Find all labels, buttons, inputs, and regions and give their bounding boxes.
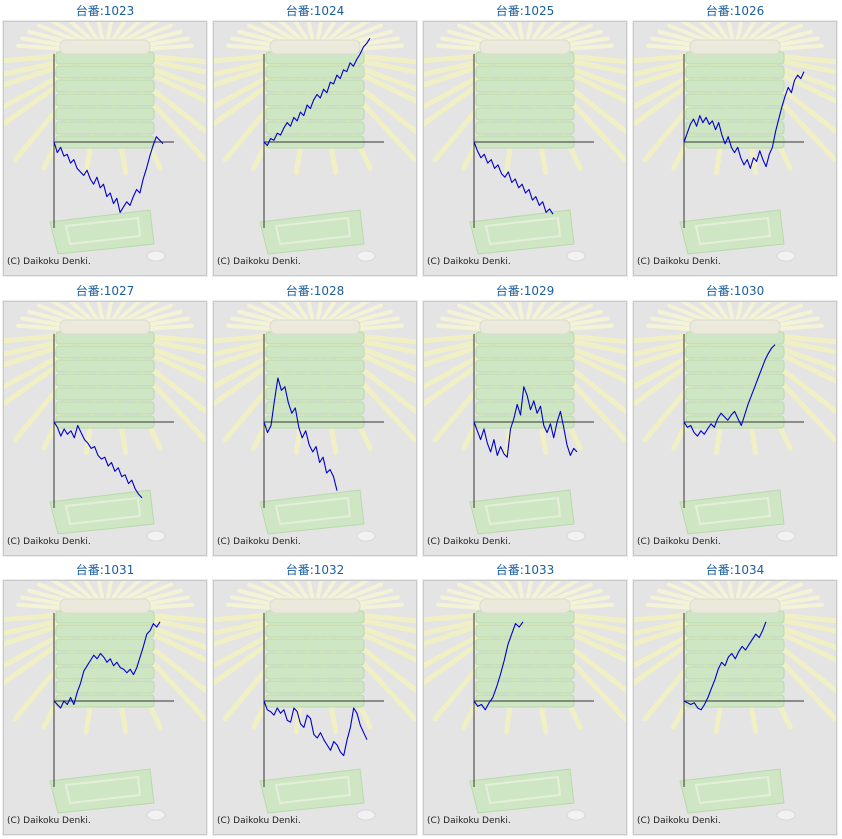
chart-title[interactable]: 台番:1030 (705, 284, 765, 298)
chart-title[interactable]: 台番:1028 (285, 284, 345, 298)
chart-cell: 台番:1025 (C) Daikoku Denki. (420, 0, 630, 280)
chart-title[interactable]: 台番:1026 (705, 4, 765, 18)
copyright-text: (C) Daikoku Denki. (7, 257, 91, 267)
chart-svg (634, 22, 836, 262)
series-line (263, 700, 368, 757)
copyright-text: (C) Daikoku Denki. (637, 816, 721, 826)
copyright-text: (C) Daikoku Denki. (637, 537, 721, 547)
background-art (424, 302, 626, 542)
chart-title[interactable]: 台番:1029 (495, 284, 555, 298)
copyright-text: (C) Daikoku Denki. (217, 537, 301, 547)
chart-cell: 台番:1030 (C) Daikoku Denki. (630, 280, 840, 560)
chart-panel: (C) Daikoku Denki. (3, 580, 207, 835)
series-line (683, 344, 776, 437)
background-art (424, 581, 626, 821)
chart-title[interactable]: 台番:1031 (75, 563, 135, 577)
series-line (683, 71, 805, 169)
chart-title[interactable]: 台番:1023 (75, 4, 135, 18)
copyright-text: (C) Daikoku Denki. (427, 537, 511, 547)
chart-cell: 台番:1028 (C) Daikoku Denki. (210, 280, 420, 560)
chart-panel: (C) Daikoku Denki. (3, 21, 207, 276)
chart-title[interactable]: 台番:1033 (495, 563, 555, 577)
chart-svg (634, 581, 836, 821)
copyright-text: (C) Daikoku Denki. (427, 257, 511, 267)
chart-cell: 台番:1027 (C) Daikoku Denki. (0, 280, 210, 560)
chart-cell: 台番:1031 (C) Daikoku Denki. (0, 559, 210, 839)
chart-svg (214, 22, 416, 262)
series-line (473, 386, 578, 458)
chart-cell: 台番:1029 (C) Daikoku Denki. (420, 280, 630, 560)
copyright-text: (C) Daikoku Denki. (217, 816, 301, 826)
background-art (634, 22, 836, 262)
series-line (53, 421, 143, 499)
chart-panel: (C) Daikoku Denki. (213, 21, 417, 276)
chart-panel: (C) Daikoku Denki. (213, 301, 417, 556)
chart-cell: 台番:1023 (C) Daikoku Denki. (0, 0, 210, 280)
background-art (214, 302, 416, 542)
series-line (473, 621, 524, 711)
chart-cell: 台番:1034 (C) Daikoku Denki. (630, 559, 840, 839)
chart-title[interactable]: 台番:1025 (495, 4, 555, 18)
copyright-text: (C) Daikoku Denki. (217, 257, 301, 267)
background-art (4, 581, 206, 821)
chart-panel: (C) Daikoku Denki. (3, 301, 207, 556)
series-line (53, 136, 164, 213)
chart-title[interactable]: 台番:1027 (75, 284, 135, 298)
series-line (473, 141, 554, 215)
chart-svg (424, 302, 626, 542)
background-art (634, 302, 836, 542)
series-line (53, 621, 161, 709)
chart-panel: (C) Daikoku Denki. (213, 580, 417, 835)
chart-panel: (C) Daikoku Denki. (423, 580, 627, 835)
background-art (634, 581, 836, 821)
chart-panel: (C) Daikoku Denki. (633, 21, 837, 276)
chart-svg (424, 581, 626, 821)
copyright-text: (C) Daikoku Denki. (7, 537, 91, 547)
background-art (4, 302, 206, 542)
copyright-text: (C) Daikoku Denki. (7, 816, 91, 826)
chart-panel: (C) Daikoku Denki. (423, 21, 627, 276)
series-line (263, 37, 371, 147)
chart-cell: 台番:1032 (C) Daikoku Denki. (210, 559, 420, 839)
background-art (424, 22, 626, 262)
copyright-text: (C) Daikoku Denki. (427, 816, 511, 826)
series-line (263, 377, 338, 491)
copyright-text: (C) Daikoku Denki. (637, 257, 721, 267)
chart-svg (424, 22, 626, 262)
series-line (683, 621, 767, 711)
chart-svg (4, 22, 206, 262)
background-art (214, 22, 416, 262)
chart-cell: 台番:1024 (C) Daikoku Denki. (210, 0, 420, 280)
chart-svg (214, 302, 416, 542)
chart-title[interactable]: 台番:1034 (705, 563, 765, 577)
chart-panel: (C) Daikoku Denki. (633, 580, 837, 835)
chart-cell: 台番:1033 (C) Daikoku Denki. (420, 559, 630, 839)
chart-panel: (C) Daikoku Denki. (633, 301, 837, 556)
chart-title[interactable]: 台番:1024 (285, 4, 345, 18)
chart-svg (4, 302, 206, 542)
chart-svg (634, 302, 836, 542)
chart-panel: (C) Daikoku Denki. (423, 301, 627, 556)
chart-title[interactable]: 台番:1032 (285, 563, 345, 577)
chart-svg (214, 581, 416, 821)
background-art (214, 581, 416, 821)
chart-svg (4, 581, 206, 821)
chart-cell: 台番:1026 (C) Daikoku Denki. (630, 0, 840, 280)
